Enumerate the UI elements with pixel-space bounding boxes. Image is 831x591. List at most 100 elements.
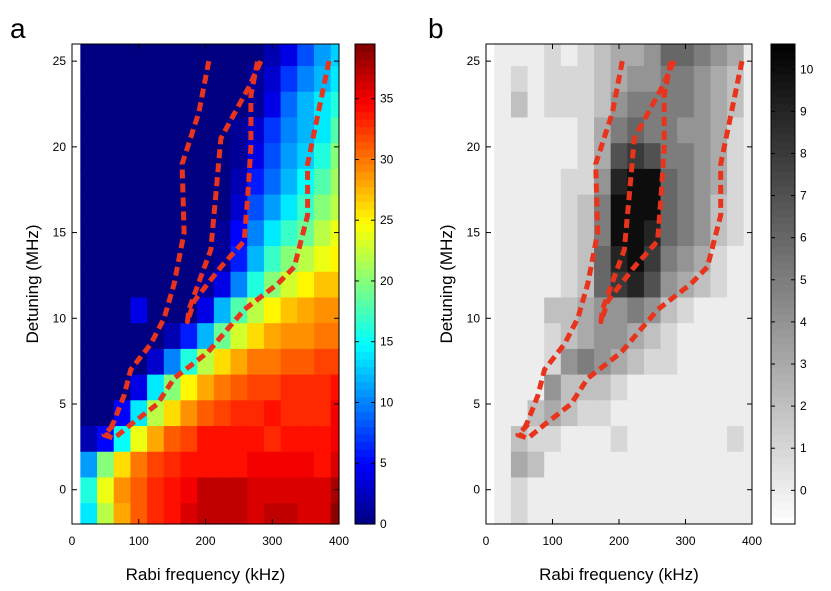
heatmap-cell [80, 348, 98, 375]
panel-a-boundary-curves [101, 60, 332, 441]
heatmap-cell [677, 425, 695, 452]
heatmap-cell [330, 194, 340, 221]
heatmap-cell [560, 168, 579, 195]
heatmap-cell [660, 44, 678, 67]
heatmap-cell [544, 44, 562, 67]
heatmap-cell [297, 91, 315, 118]
heatmap-cell [577, 374, 595, 401]
heatmap-cell [97, 65, 115, 92]
y-tick-label: 15 [467, 226, 481, 240]
heatmap-cell [97, 219, 115, 247]
heatmap-cell [163, 322, 182, 349]
heatmap-cell [710, 425, 728, 452]
heatmap-cell [213, 348, 232, 375]
heatmap-cell [197, 322, 215, 349]
panel-b-x-ticks: 0 100 200 300 400 [483, 44, 762, 548]
heatmap-cell [643, 322, 662, 349]
heatmap-cell [510, 245, 529, 272]
heatmap-cell [230, 219, 248, 247]
heatmap-cell [727, 476, 745, 504]
heatmap-cell [727, 194, 745, 221]
heatmap-cell [130, 194, 148, 221]
heatmap-cell [213, 219, 232, 247]
heatmap-cell [527, 142, 545, 169]
heatmap-cell [494, 502, 512, 525]
colorbar-tick-label: 5 [380, 456, 387, 470]
colorbar-step [355, 434, 375, 443]
heatmap-cell [544, 374, 562, 401]
colorbar-step [355, 126, 375, 135]
heatmap-cell [297, 348, 315, 375]
colorbar-step [771, 194, 795, 203]
heatmap-cell [263, 399, 282, 427]
colorbar-tick-label: 10 [800, 62, 814, 76]
colorbar-step [355, 59, 375, 68]
heatmap-cell [627, 425, 645, 452]
colorbar-step [771, 411, 795, 420]
heatmap-cell [97, 502, 115, 525]
heatmap-cell [247, 502, 265, 525]
colorbar-step [771, 389, 795, 398]
colorbar-tick-label: 6 [800, 231, 807, 245]
heatmap-cell [743, 502, 753, 525]
heatmap-cell [527, 116, 545, 144]
colorbar-step [355, 516, 375, 525]
heatmap-cell [97, 451, 115, 478]
boundary-curve-1 [105, 60, 212, 436]
panel-a-x-axis-label: Rabi frequency (kHz) [126, 565, 286, 584]
heatmap-cell [230, 348, 248, 375]
colorbar-step [355, 164, 375, 173]
heatmap-cell [660, 374, 678, 401]
heatmap-cell [743, 116, 753, 144]
colorbar-step [355, 276, 375, 285]
heatmap-cell [180, 44, 198, 67]
heatmap-cell [660, 322, 678, 349]
heatmap-cell [693, 399, 712, 427]
heatmap-cell [494, 296, 512, 324]
heatmap-cell [627, 219, 645, 247]
heatmap-cell [297, 296, 315, 324]
panel-a-label: a [10, 13, 26, 44]
heatmap-cell [330, 271, 340, 298]
colorbar-step [355, 216, 375, 225]
heatmap-cell [494, 476, 512, 504]
heatmap-cell [113, 322, 132, 349]
heatmap-cell [80, 451, 98, 478]
heatmap-cell [660, 451, 678, 478]
heatmap-cell [113, 168, 132, 195]
heatmap-cell [97, 168, 115, 195]
heatmap-cell [610, 374, 628, 401]
heatmap-cell [627, 65, 645, 92]
colorbar-step [355, 344, 375, 353]
heatmap-cell [577, 245, 595, 272]
heatmap-cell [677, 451, 695, 478]
heatmap-cell [693, 142, 712, 169]
colorbar-step [355, 336, 375, 345]
heatmap-cell [97, 245, 115, 272]
heatmap-cell [527, 348, 545, 375]
y-tick-label: 0 [473, 483, 480, 497]
heatmap-cell [594, 348, 612, 375]
colorbar-tick-label: 35 [380, 92, 394, 106]
heatmap-cell [743, 194, 753, 221]
heatmap-cell [280, 425, 298, 452]
heatmap-cell [113, 399, 132, 427]
heatmap-cell [313, 194, 332, 221]
heatmap-cell [130, 271, 148, 298]
colorbar-step [771, 164, 795, 173]
heatmap-cell [313, 271, 332, 298]
heatmap-cell [97, 194, 115, 221]
colorbar-step [771, 381, 795, 390]
heatmap-cell [280, 142, 298, 169]
heatmap-cell [330, 116, 340, 144]
heatmap-cell [727, 168, 745, 195]
heatmap-cell [197, 374, 215, 401]
heatmap-cell [180, 322, 198, 349]
colorbar-step [771, 486, 795, 495]
colorbar-step [771, 516, 795, 525]
heatmap-cell [693, 451, 712, 478]
heatmap-cell [97, 44, 115, 67]
colorbar-step [355, 441, 375, 450]
colorbar-step [355, 501, 375, 510]
heatmap-cell [213, 91, 232, 118]
